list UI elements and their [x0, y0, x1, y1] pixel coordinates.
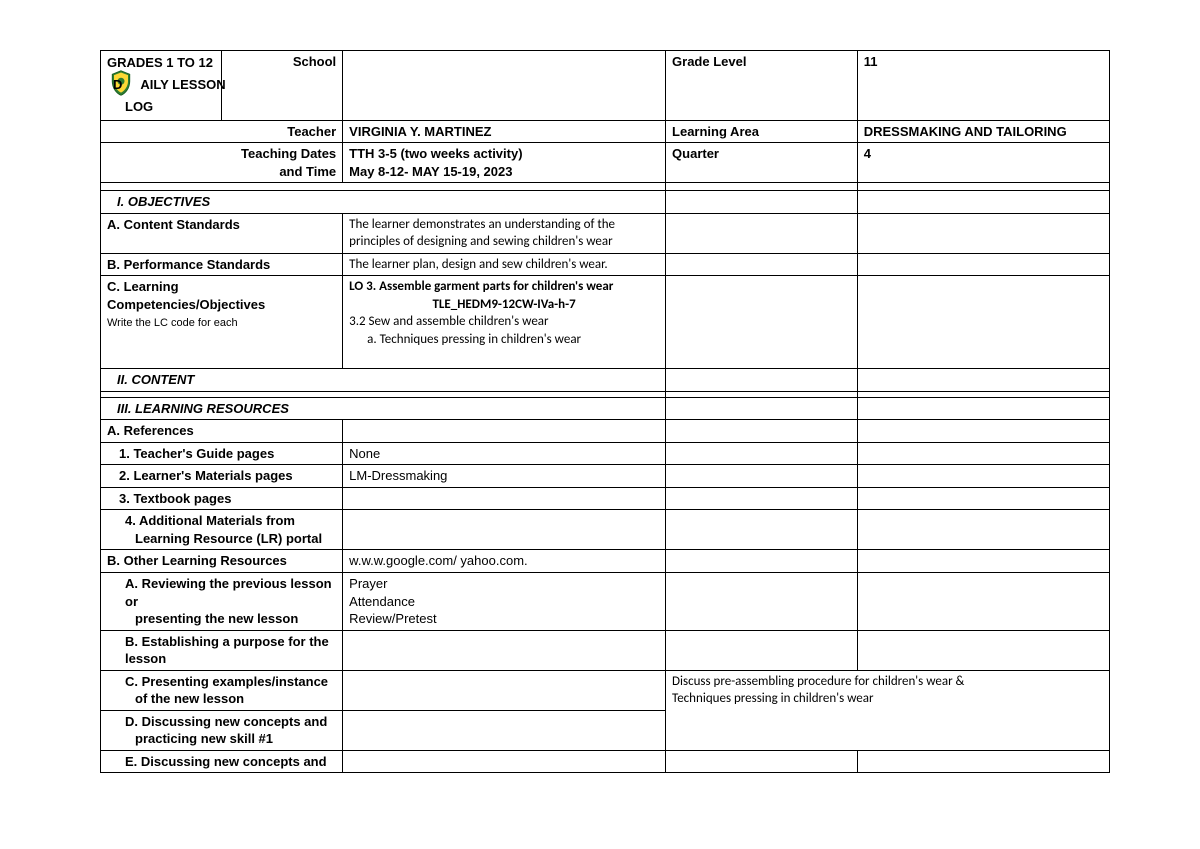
lc-sub: Write the LC code for each: [107, 317, 238, 329]
section-content: II. CONTENT: [101, 369, 666, 392]
section-resources: III. LEARNING RESOURCES: [101, 397, 666, 420]
learners-materials-value: LM-Dressmaking: [343, 465, 666, 488]
other-resources-value: w.w.w.google.com/ yahoo.com.: [343, 550, 666, 573]
proc-b: B. Establishing a purpose for the lesson: [107, 633, 336, 668]
dates-value-l2: May 8-12- MAY 15-19, 2023: [349, 164, 512, 179]
proc-c-r2: Techniques pressing in children's wear: [672, 691, 873, 706]
learning-competencies-value: LO 3. Assemble garment parts for childre…: [343, 276, 666, 369]
lc-v3: 3.2 Sew and assemble children's wear: [349, 314, 548, 329]
am-l1: 4. Additional Materials from: [107, 512, 295, 530]
additional-materials-label: 4. Additional Materials from Learning Re…: [101, 510, 343, 550]
quarter-value: 4: [857, 143, 1109, 183]
proc-b-label: B. Establishing a purpose for the lesson: [101, 630, 343, 670]
teacher-value: VIRGINIA Y. MARTINEZ: [343, 120, 666, 143]
lc-label: C. Learning Competencies/Objectives: [107, 279, 265, 312]
proc-a-l2: presenting the new lesson: [107, 610, 298, 628]
dates-label-l1: Teaching Dates: [241, 146, 336, 161]
quarter-label: Quarter: [666, 143, 858, 183]
dates-value-l1: TTH 3-5 (two weeks activity): [349, 146, 522, 161]
corner-title: GRADES 1 TO 12 DAILY LESSON LOG: [101, 51, 222, 121]
lesson-log-page: GRADES 1 TO 12 DAILY LESSON LOG School G…: [0, 0, 1200, 773]
title-line1: GRADES 1 TO 12: [107, 55, 213, 70]
lc-v2: TLE_HEDM9-12CW-IVa-h-7: [349, 296, 659, 314]
lesson-log-table: GRADES 1 TO 12 DAILY LESSON LOG School G…: [100, 50, 1110, 773]
am-l2: Learning Resource (LR) portal: [107, 530, 322, 548]
dates-value: TTH 3-5 (two weeks activity) May 8-12- M…: [343, 143, 666, 183]
content-std-l2: principles of designing and sewing child…: [349, 234, 612, 249]
grade-level-label: Grade Level: [666, 51, 858, 121]
learning-area-label: Learning Area: [666, 120, 858, 143]
content-standards-label: A. Content Standards: [101, 213, 343, 253]
proc-d-l1: D. Discussing new concepts and: [107, 713, 327, 731]
textbook-pages-label: 3. Textbook pages: [101, 487, 343, 510]
proc-e-label: E. Discussing new concepts and: [101, 750, 343, 773]
lc-v1: LO 3. Assemble garment parts for childre…: [349, 279, 613, 294]
content-std-l1: The learner demonstrates an understandin…: [349, 217, 615, 232]
learning-competencies-label: C. Learning Competencies/Objectives Writ…: [101, 276, 343, 369]
content-standards-value: The learner demonstrates an understandin…: [343, 213, 666, 253]
title-line3: LOG: [107, 99, 153, 114]
section-objectives: I. OBJECTIVES: [101, 191, 666, 214]
school-label: School: [222, 51, 343, 121]
performance-standards-label: B. Performance Standards: [101, 253, 343, 276]
learning-area-value: DRESSMAKING AND TAILORING: [857, 120, 1109, 143]
title-line2-tail: AILY LESSON: [140, 77, 225, 92]
proc-a-value: Prayer Attendance Review/Pretest: [343, 572, 666, 630]
proc-c-label: C. Presenting examples/instance of the n…: [101, 670, 343, 710]
proc-c-right: Discuss pre-assembling procedure for chi…: [666, 670, 1110, 750]
proc-e: E. Discussing new concepts and: [107, 753, 327, 771]
proc-a-v2: Attendance: [349, 594, 415, 609]
proc-d-l2: practicing new skill #1: [107, 730, 273, 748]
performance-standards-value: The learner plan, design and sew childre…: [343, 253, 666, 276]
content-heading: II. CONTENT: [107, 372, 194, 387]
proc-a-l1: A. Reviewing the previous lesson or: [107, 575, 336, 610]
teachers-guide-label: 1. Teacher's Guide pages: [101, 442, 343, 465]
objectives-heading: I. OBJECTIVES: [107, 194, 210, 209]
resources-heading: III. LEARNING RESOURCES: [107, 401, 289, 416]
teacher-label: Teacher: [101, 120, 343, 143]
teachers-guide-value: None: [343, 442, 666, 465]
proc-a-label: A. Reviewing the previous lesson or pres…: [101, 572, 343, 630]
proc-c-l2: of the new lesson: [107, 690, 244, 708]
lc-v4: a. Techniques pressing in children's wea…: [349, 332, 581, 347]
proc-a-v3: Review/Pretest: [349, 611, 436, 626]
grade-level-value: 11: [857, 51, 1109, 121]
other-resources-label: B. Other Learning Resources: [101, 550, 343, 573]
references-label: A. References: [101, 420, 343, 443]
proc-c-l1: C. Presenting examples/instance: [107, 673, 328, 691]
proc-a-v1: Prayer: [349, 576, 387, 591]
school-value: [343, 51, 666, 121]
spacer: [101, 183, 666, 191]
proc-c-r1: Discuss pre-assembling procedure for chi…: [672, 674, 964, 689]
learners-materials-label: 2. Learner's Materials pages: [101, 465, 343, 488]
dates-label: Teaching Dates and Time: [101, 143, 343, 183]
dates-label-l2: and Time: [279, 164, 336, 179]
proc-d-label: D. Discussing new concepts and practicin…: [101, 710, 343, 750]
